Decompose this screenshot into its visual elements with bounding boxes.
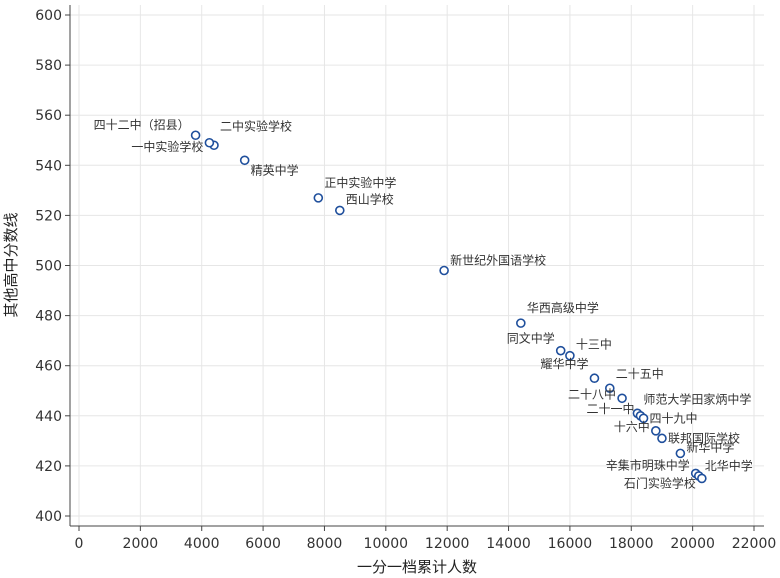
point-label: 西山学校 bbox=[346, 191, 394, 206]
y-tick-label: 560 bbox=[35, 108, 62, 124]
data-point bbox=[439, 265, 449, 276]
point-label: 新世纪外国语学校 bbox=[450, 253, 546, 268]
point-label: 北华中学 bbox=[705, 458, 753, 473]
x-tick-label: 12000 bbox=[425, 536, 470, 552]
data-point bbox=[555, 345, 566, 356]
data-point bbox=[334, 205, 345, 216]
point-label: 精英中学 bbox=[251, 162, 299, 177]
data-point bbox=[239, 155, 250, 166]
data-point bbox=[565, 350, 575, 361]
data-point bbox=[516, 318, 526, 328]
point-label: 二十八中 bbox=[568, 386, 616, 401]
data-point bbox=[604, 383, 615, 394]
data-point bbox=[204, 137, 215, 148]
point-label: 新华中学 bbox=[686, 439, 734, 454]
data-point bbox=[651, 426, 661, 436]
point-label: 耀华中学 bbox=[540, 356, 588, 371]
point-label: 二中实验学校 bbox=[220, 118, 292, 133]
x-tick-label: 10000 bbox=[364, 536, 409, 552]
x-tick-label: 16000 bbox=[548, 536, 593, 552]
y-axis-title: 其他高中分数线 bbox=[2, 212, 20, 317]
point-label: 华西高级中学 bbox=[527, 300, 599, 315]
point-label: 同文中学 bbox=[507, 331, 555, 346]
x-axis-title: 一分一档累计人数 bbox=[357, 558, 477, 576]
point-label: 师范大学田家炳中学 bbox=[643, 391, 751, 406]
point-label: 四十九中 bbox=[650, 410, 698, 425]
point-label: 十六中 bbox=[614, 419, 650, 434]
x-tick-label: 8000 bbox=[307, 536, 343, 552]
y-tick-label: 540 bbox=[35, 158, 62, 174]
data-point bbox=[190, 130, 201, 141]
x-tick-label: 6000 bbox=[245, 536, 281, 552]
data-point bbox=[657, 433, 667, 444]
axis-ticks: 0 2000 4000 6000 8000 10000 12000 14000 16000 180… bbox=[35, 8, 776, 552]
data-point bbox=[617, 393, 627, 404]
x-tick-label: 4000 bbox=[184, 536, 220, 552]
point-label: 一中实验学校 bbox=[131, 139, 203, 154]
y-tick-label: 400 bbox=[35, 509, 62, 525]
point-label: 四十二中（招县） bbox=[94, 117, 190, 132]
data-point bbox=[589, 373, 600, 384]
grid-lines bbox=[70, 5, 764, 526]
x-tick-label: 22000 bbox=[732, 536, 777, 552]
y-tick-label: 440 bbox=[35, 409, 62, 425]
data-point bbox=[313, 193, 324, 203]
y-tick-label: 580 bbox=[35, 58, 62, 74]
point-label: 辛集市明珠中学 bbox=[606, 457, 690, 472]
point-label: 二十五中 bbox=[616, 366, 664, 381]
data-point bbox=[638, 413, 649, 424]
y-tick-label: 500 bbox=[35, 259, 62, 275]
y-tick-label: 460 bbox=[35, 359, 62, 375]
data-point bbox=[697, 473, 707, 484]
y-tick-label: 480 bbox=[35, 309, 62, 325]
x-tick-label: 14000 bbox=[486, 536, 531, 552]
y-tick-label: 520 bbox=[35, 208, 62, 224]
y-tick-label: 420 bbox=[35, 459, 62, 475]
y-tick-label: 600 bbox=[35, 8, 62, 24]
x-tick-label: 20000 bbox=[670, 536, 715, 552]
point-label: 正中实验中学 bbox=[324, 175, 396, 190]
point-label: 石门实验学校 bbox=[624, 475, 696, 490]
point-label: 十三中 bbox=[576, 337, 612, 352]
x-tick-label: 0 bbox=[75, 536, 84, 552]
data-point bbox=[675, 448, 686, 459]
x-tick-label: 18000 bbox=[609, 536, 654, 552]
point-label: 二十一中 bbox=[586, 401, 634, 416]
point-label: 联邦国际学校 bbox=[668, 430, 740, 445]
point-labels: 四十二中（招县） 二中实验学校一中实验学校精英中学正中实验中学西山学校新世纪外国语… bbox=[94, 117, 753, 490]
x-tick-label: 2000 bbox=[123, 536, 159, 552]
data-points bbox=[190, 130, 707, 484]
